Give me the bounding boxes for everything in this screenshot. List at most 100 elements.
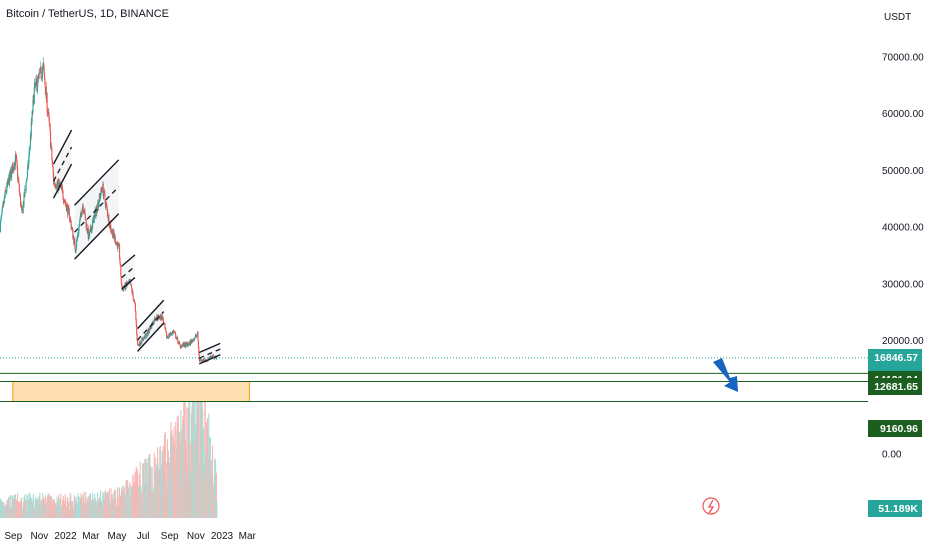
candle-body xyxy=(169,334,171,336)
candle-body xyxy=(138,344,140,346)
volume-bar xyxy=(161,450,163,518)
candle-body xyxy=(152,321,154,324)
candle-body xyxy=(93,215,95,224)
channel xyxy=(74,159,120,260)
candle-body xyxy=(71,228,73,229)
candle-body xyxy=(190,339,193,344)
candle-body xyxy=(40,66,42,79)
y-tick-label: 60000.00 xyxy=(882,109,924,120)
candle-body xyxy=(62,190,64,199)
candle-body xyxy=(70,218,72,222)
candle-body xyxy=(136,333,138,341)
candle-body xyxy=(1,208,3,214)
candle-body xyxy=(105,202,107,205)
candle-body xyxy=(29,145,31,150)
candle-body xyxy=(36,86,38,92)
candle-body xyxy=(114,236,116,244)
candle-body xyxy=(29,135,31,146)
candle-body xyxy=(123,287,125,291)
candle-body xyxy=(65,202,67,204)
axes: 70000.00 60000.00 50000.00 40000.00 30000.00… xyxy=(4,12,924,542)
candle-body xyxy=(157,319,159,321)
candle-body xyxy=(89,229,91,232)
x-tick-label: Mar xyxy=(82,531,100,542)
candle-body xyxy=(187,342,189,345)
candle-body xyxy=(17,177,19,181)
candle-body xyxy=(62,188,64,191)
candle-body xyxy=(36,81,38,92)
candle-body xyxy=(43,63,45,67)
candle-body xyxy=(75,246,77,250)
candle-body xyxy=(95,210,97,217)
volume-bar xyxy=(57,500,59,518)
channel-upper-line xyxy=(121,254,136,267)
candle-body xyxy=(80,212,82,218)
candle-body xyxy=(112,235,114,238)
channel-mid-line xyxy=(74,186,120,233)
candle-body xyxy=(181,345,183,348)
candle-body xyxy=(149,327,151,329)
channel-drawings xyxy=(52,129,221,365)
candle-body xyxy=(178,342,181,344)
x-tick-label: Sep xyxy=(161,531,179,542)
candle-body xyxy=(6,183,8,192)
volume-bar xyxy=(186,406,188,518)
candle-body xyxy=(116,242,118,244)
candle-body xyxy=(171,331,173,335)
channel-lower-line xyxy=(52,163,73,199)
candle-body xyxy=(142,337,145,341)
candle-body xyxy=(175,333,177,339)
candle-body xyxy=(84,209,86,214)
candle-body xyxy=(24,188,26,197)
candle-body xyxy=(39,67,41,73)
candle-body xyxy=(181,345,183,347)
x-tick-label: Nov xyxy=(187,531,205,542)
candle-body xyxy=(173,330,175,333)
candle-body xyxy=(53,174,55,184)
channel-upper-line xyxy=(74,159,120,206)
candles xyxy=(0,57,218,363)
candle-body xyxy=(156,315,158,320)
candle-body xyxy=(25,182,27,190)
currency-label: USDT xyxy=(884,12,911,23)
candle-body xyxy=(21,207,23,211)
volume-bar xyxy=(36,499,38,518)
x-tick-label: Jul xyxy=(137,531,150,542)
candle-body xyxy=(19,194,21,197)
candle-body xyxy=(120,276,122,284)
channel-upper-line xyxy=(137,299,165,330)
volume-bar xyxy=(197,390,199,518)
volume-bar xyxy=(125,480,127,518)
candle-body xyxy=(170,332,172,335)
candle-body xyxy=(119,258,121,264)
candle-body xyxy=(91,226,93,234)
candle-body xyxy=(48,112,50,118)
volume-bar xyxy=(82,498,84,518)
candle-body xyxy=(94,213,96,216)
candle-body xyxy=(19,191,21,195)
channel-mid-line xyxy=(137,311,165,341)
candle-body xyxy=(119,263,121,266)
candle-body xyxy=(158,318,160,320)
candle-body xyxy=(179,343,181,345)
candle-body xyxy=(163,324,166,325)
x-tick-label: Nov xyxy=(31,531,49,542)
candle-body xyxy=(194,335,196,338)
candle-body xyxy=(192,339,194,342)
candle-body xyxy=(0,218,2,222)
candle-body xyxy=(22,204,24,214)
candle-body xyxy=(47,112,49,114)
volume-bar xyxy=(165,462,167,518)
candle-body xyxy=(198,346,200,355)
volume-bar xyxy=(115,498,117,518)
candle-body xyxy=(20,196,22,207)
candle-body xyxy=(178,341,180,344)
candle-body xyxy=(56,182,58,189)
y-tick-label: 50000.00 xyxy=(882,166,924,177)
volume-bar xyxy=(155,464,157,518)
candle-body xyxy=(81,207,83,214)
channel xyxy=(52,129,73,199)
volume-bar xyxy=(59,498,61,518)
candle-body xyxy=(140,343,142,344)
